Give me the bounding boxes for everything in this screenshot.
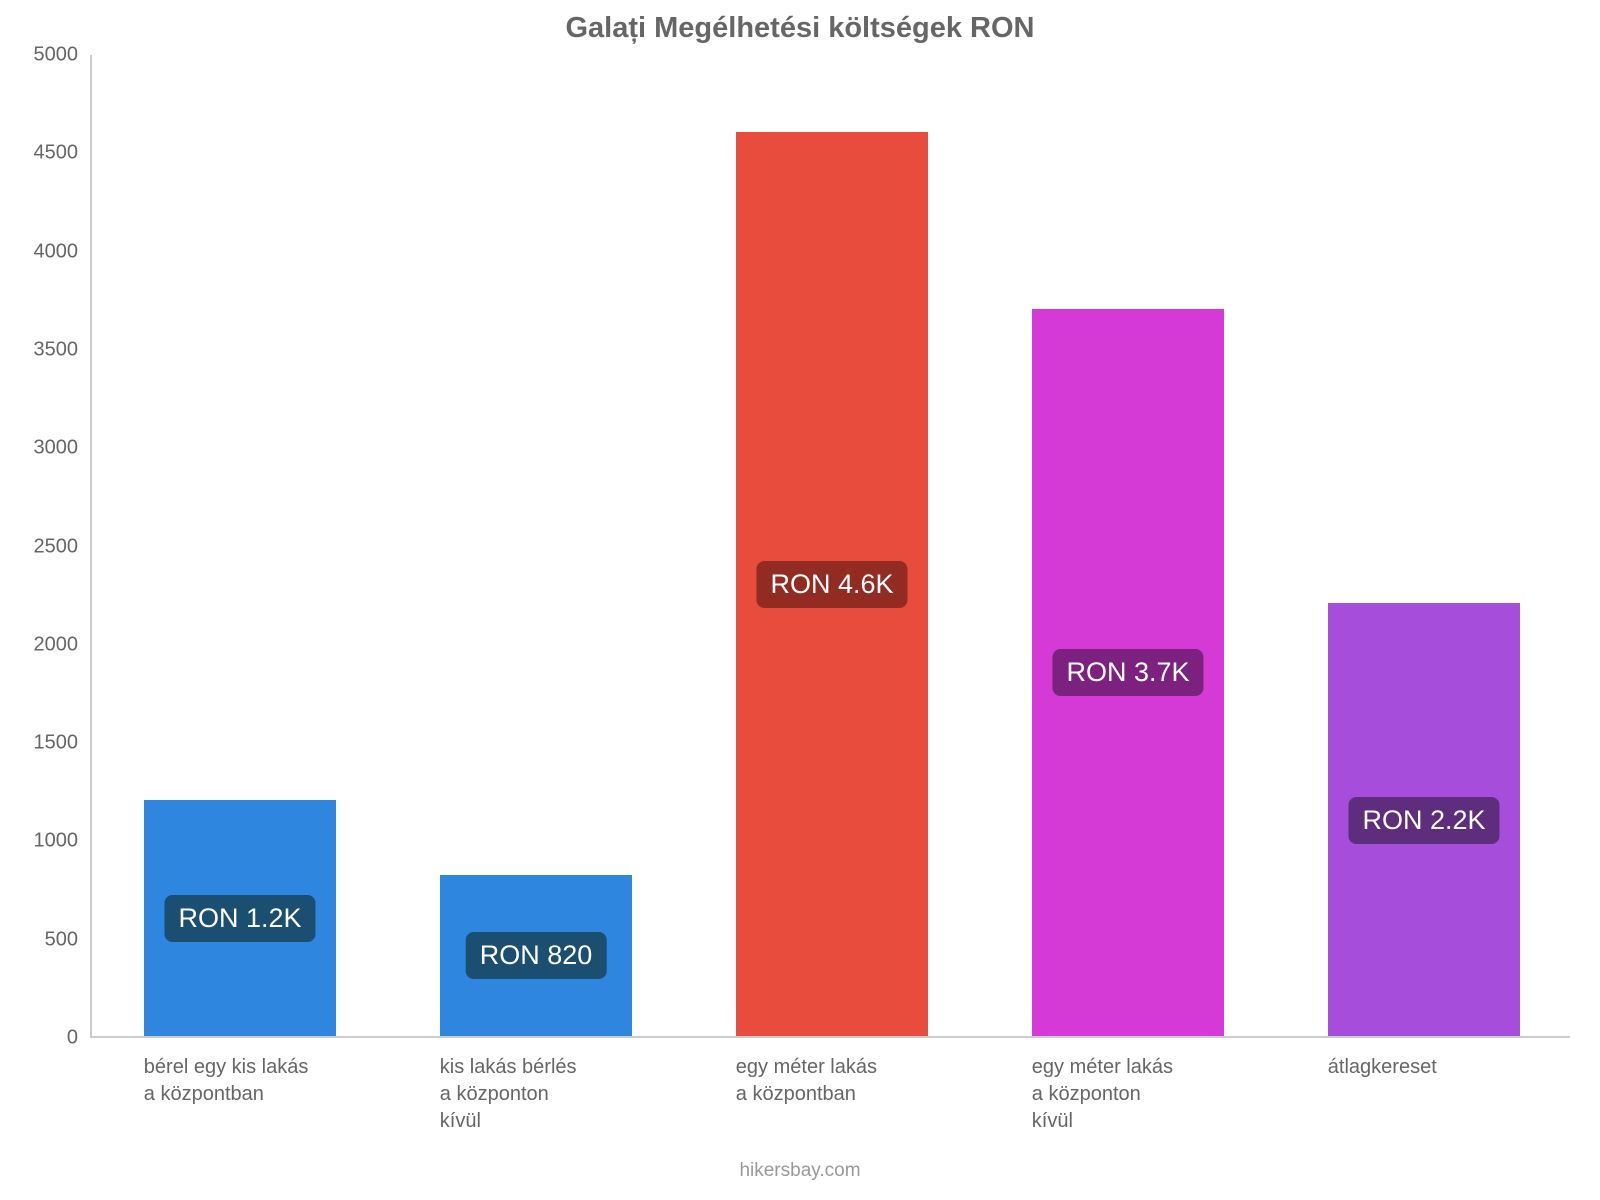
value-badge: RON 820 [466,932,607,979]
y-tick-label: 2000 [8,633,78,656]
chart-footer: hikersbay.com [0,1160,1600,1182]
bar: RON 3.7K [1032,309,1224,1036]
value-badge: RON 3.7K [1052,649,1203,696]
y-tick-label: 0 [8,1027,78,1050]
y-tick-label: 4500 [8,142,78,165]
x-tick-label: kis lakás bérlésa központonkívül [440,1036,672,1135]
value-badge: RON 1.2K [164,895,315,942]
chart-container: Galați Megélhetési költségek RON RON 1.2… [0,0,1600,1200]
value-badge: RON 4.6K [756,561,907,608]
x-tick-label: átlagkereset [1328,1036,1560,1081]
y-tick-label: 5000 [8,44,78,67]
x-tick-label: bérel egy kis lakása központban [144,1036,376,1108]
y-tick-label: 2500 [8,535,78,558]
y-tick-label: 1500 [8,732,78,755]
bar: RON 1.2K [144,800,336,1036]
y-tick-label: 500 [8,928,78,951]
y-tick-label: 3000 [8,437,78,460]
plot-area: RON 1.2Kbérel egy kis lakása központbanR… [90,55,1570,1038]
bar: RON 4.6K [736,132,928,1036]
y-tick-label: 3500 [8,338,78,361]
value-badge: RON 2.2K [1348,797,1499,844]
y-tick-label: 4000 [8,240,78,263]
chart-title: Galați Megélhetési költségek RON [0,12,1600,45]
bar: RON 2.2K [1328,603,1520,1036]
x-tick-label: egy méter lakása központonkívül [1032,1036,1264,1135]
y-tick-label: 1000 [8,830,78,853]
x-tick-label: egy méter lakása központban [736,1036,968,1108]
bar: RON 820 [440,875,632,1036]
